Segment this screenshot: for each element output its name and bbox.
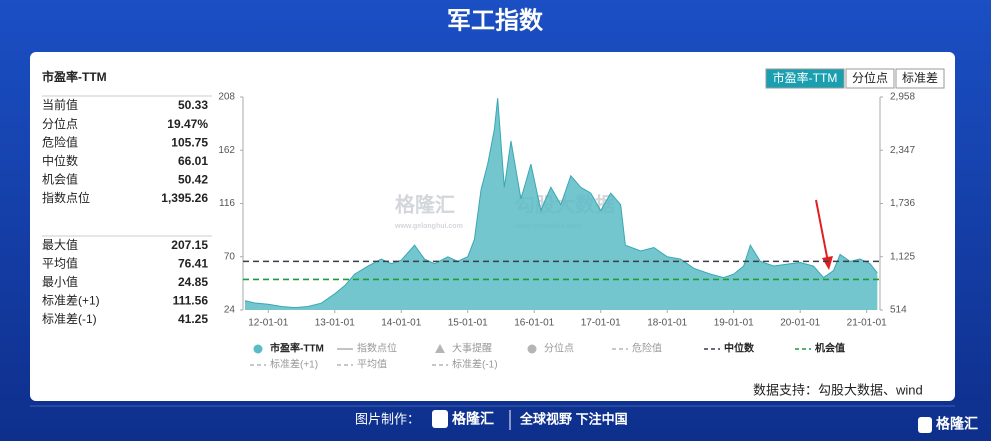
stat-label: 分位点 [42,116,78,131]
legend-label: 大事提醒 [452,342,492,355]
legend-label: 机会值 [815,342,845,355]
stat-value: 24.85 [178,275,208,289]
footer-brand: 格隆汇 [452,411,494,427]
y-tick-label: 116 [219,198,235,209]
stat-value: 50.42 [178,173,208,187]
stat-value: 66.01 [178,154,208,168]
legend-label: 危险值 [632,342,662,355]
stat-value: 105.75 [171,135,208,149]
y2-tick-label: 1,736 [890,198,915,209]
x-tick-label: 12-01-01 [248,318,288,329]
arrow [815,199,829,263]
stat-value: 111.56 [173,294,209,308]
stat-label: 危险值 [42,134,78,149]
y-tick-label: 162 [218,145,235,156]
stat-label: 当前值 [42,97,78,112]
legend-label: 市盈率-TTM [270,342,324,355]
x-tick-label: 16-01-01 [514,318,554,329]
x-tick-label: 20-01-01 [780,318,820,329]
x-tick-label: 14-01-01 [381,318,421,329]
footer-corner: 格隆汇 [936,416,978,432]
footer-made-by: 图片制作： [355,411,420,426]
arrow-head [822,256,833,270]
stat-value: 207.15 [171,238,208,252]
y2-tick-label: 514 [890,305,907,316]
legend-label: 平均值 [357,358,387,371]
legend-label: 中位数 [724,342,755,355]
stat-value: 41.25 [178,312,208,326]
panel-title: 市盈率-TTM [42,69,107,84]
logo-icon [918,417,932,433]
stat-label: 指数点位 [42,190,90,205]
y-tick-label: 70 [224,251,236,262]
stat-label: 机会值 [42,172,78,187]
x-tick-label: 17-01-01 [581,318,621,329]
y2-tick-label: 2,958 [890,92,915,103]
x-tick-label: 13-01-01 [315,318,355,329]
tab[interactable] [765,68,845,89]
source: 数据支持：勾股大数据、wind [753,382,923,397]
area-line [244,98,878,309]
tab[interactable] [845,68,895,89]
stat-label: 平均值 [42,256,78,271]
legend-marker [253,344,263,354]
legend-label: 标准差(-1) [452,358,498,371]
tab-label: 市盈率-TTM [773,70,838,85]
stat-label: 最大值 [42,237,78,252]
x-tick-label: 18-01-01 [647,318,687,329]
tab[interactable] [895,68,945,89]
x-tick-label: 21-01-01 [847,318,887,329]
page-title: 军工指数 [447,7,544,34]
y-tick-label: 208 [218,92,235,103]
x-tick-label: 15-01-01 [448,318,488,329]
legend-label: 标准差(+1) [270,358,318,371]
stat-label: 标准差(+1) [42,294,100,308]
stat-label: 标准差(-1) [42,312,97,326]
stat-label: 最小值 [42,274,78,289]
y2-tick-label: 1,125 [890,251,915,262]
y-tick-label: 24 [224,305,236,316]
tab-label: 标准差 [902,71,938,85]
tab-label: 分位点 [852,70,888,85]
logo-icon [432,410,448,428]
footer-slogan: 全球视野 下注中国 [519,411,628,426]
y2-tick-label: 2,347 [890,145,915,156]
legend-marker [435,344,445,353]
legend-label: 指数点位 [357,342,397,355]
stat-value: 19.47% [167,117,208,131]
stat-value: 50.33 [178,98,208,112]
legend-marker [527,344,537,354]
watermark: www.gelonghui.com [394,223,463,230]
legend-label: 分位点 [544,342,574,355]
stat-label: 中位数 [42,153,78,168]
watermark: 格隆汇 [395,192,455,216]
stat-value: 1,395.26 [161,191,208,205]
stat-value: 76.41 [178,257,208,271]
x-tick-label: 19-01-01 [714,318,754,329]
